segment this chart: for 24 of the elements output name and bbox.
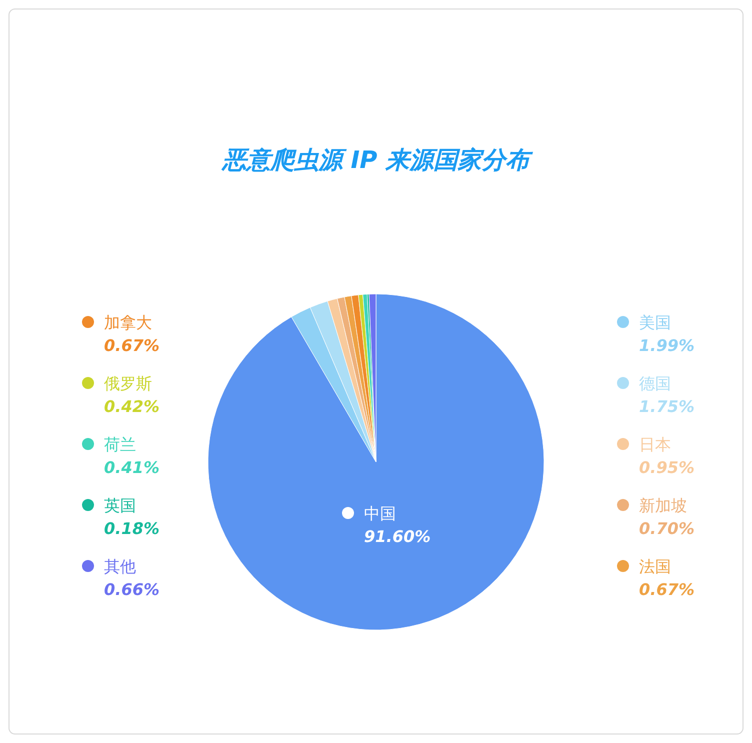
data-label: 0.42% bbox=[104, 397, 160, 416]
legend-label: 俄罗斯 bbox=[104, 374, 152, 393]
data-label: 0.67% bbox=[639, 580, 695, 599]
legend-label: 新加坡 bbox=[639, 496, 687, 515]
data-label: 0.18% bbox=[104, 519, 160, 538]
data-label: 0.66% bbox=[104, 580, 160, 599]
data-label: 0.41% bbox=[104, 458, 160, 477]
data-label: 0.70% bbox=[639, 519, 695, 538]
pie-slice bbox=[208, 294, 544, 630]
data-label: 0.67% bbox=[104, 336, 160, 355]
legend-label: 法国 bbox=[639, 557, 671, 576]
legend-label: 日本 bbox=[639, 435, 671, 454]
data-label: 0.95% bbox=[639, 458, 695, 477]
legend-label: 其他 bbox=[104, 557, 136, 576]
legend-label: 德国 bbox=[639, 374, 671, 393]
legend-label: 英国 bbox=[104, 496, 136, 515]
chart-title: 恶意爬虫源 IP 来源国家分布 bbox=[220, 146, 534, 174]
data-label: 91.60% bbox=[364, 527, 431, 546]
data-label: 1.75% bbox=[639, 397, 695, 416]
slice-label: 中国 bbox=[364, 504, 396, 523]
legend-label: 荷兰 bbox=[104, 435, 136, 454]
legend-label: 美国 bbox=[639, 313, 671, 332]
legend-label: 加拿大 bbox=[104, 313, 152, 332]
data-label: 1.99% bbox=[639, 336, 695, 355]
